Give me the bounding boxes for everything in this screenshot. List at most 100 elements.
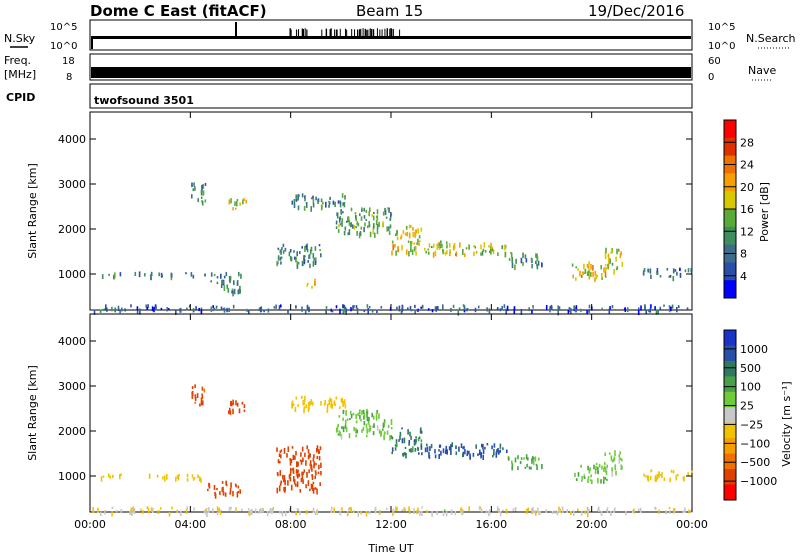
echo-cell bbox=[339, 202, 342, 208]
echo-cell bbox=[243, 404, 246, 408]
echo-cell bbox=[357, 511, 360, 517]
echo-cell bbox=[337, 200, 340, 204]
echo-cell bbox=[414, 232, 416, 238]
echo-cell bbox=[654, 507, 657, 511]
echo-cell bbox=[523, 457, 525, 460]
echo-cell bbox=[688, 509, 690, 514]
echo-cell bbox=[536, 263, 539, 270]
echo-cell bbox=[431, 246, 433, 248]
echo-cell bbox=[220, 306, 223, 311]
echo-cell bbox=[288, 508, 291, 513]
echo-cell bbox=[363, 421, 366, 426]
echo-cell bbox=[177, 474, 180, 481]
echo-cell bbox=[295, 256, 297, 263]
echo-cell bbox=[303, 206, 306, 211]
echo-cell bbox=[577, 268, 579, 271]
echo-cell bbox=[305, 247, 308, 251]
echo-cell bbox=[482, 449, 485, 455]
echo-cell bbox=[643, 473, 645, 477]
echo-cell bbox=[307, 259, 309, 263]
echo-cell bbox=[450, 307, 452, 312]
echo-cell bbox=[342, 400, 345, 406]
echo-cell bbox=[432, 252, 435, 258]
echo-cell bbox=[410, 240, 412, 247]
echo-cell bbox=[687, 472, 689, 476]
echo-cell bbox=[282, 474, 284, 480]
echo-cell bbox=[396, 229, 398, 236]
x-tick-label: 00:00 bbox=[676, 518, 708, 531]
echo-cell bbox=[603, 267, 605, 273]
echo-cell bbox=[367, 308, 369, 314]
echo-cell bbox=[402, 230, 405, 235]
echo-cell bbox=[330, 308, 333, 312]
echo-cell bbox=[541, 464, 543, 470]
echo-cell bbox=[408, 509, 411, 515]
echo-cell bbox=[312, 401, 314, 406]
echo-cell bbox=[439, 243, 442, 248]
echo-cell bbox=[438, 243, 440, 249]
echo-cell bbox=[605, 247, 607, 254]
echo-cell bbox=[473, 245, 475, 248]
echo-cell bbox=[557, 309, 559, 316]
echo-cell bbox=[295, 198, 298, 202]
echo-cell bbox=[434, 250, 437, 257]
echo-cell bbox=[355, 420, 358, 424]
echo-cell bbox=[621, 465, 623, 470]
echo-cell bbox=[355, 414, 357, 420]
echo-cell bbox=[617, 248, 620, 252]
echo-cell bbox=[97, 507, 99, 513]
echo-cell bbox=[296, 261, 299, 266]
echo-cell bbox=[146, 306, 148, 311]
echo-cell bbox=[506, 305, 509, 311]
echo-cell bbox=[303, 469, 306, 473]
echo-cell bbox=[360, 418, 362, 422]
echo-cell bbox=[462, 249, 464, 255]
echo-cell bbox=[304, 246, 306, 252]
echo-cell bbox=[530, 466, 532, 470]
echo-cell bbox=[378, 413, 380, 419]
echo-cell bbox=[415, 436, 417, 439]
echo-cell bbox=[235, 484, 237, 488]
echo-cell bbox=[588, 469, 591, 474]
echo-cell bbox=[312, 253, 315, 259]
echo-cell bbox=[392, 510, 394, 516]
echo-cell bbox=[378, 429, 381, 434]
colorbar-tick-label: −500 bbox=[740, 456, 770, 469]
echo-cell bbox=[309, 488, 311, 492]
echo-cell bbox=[147, 304, 149, 309]
echo-cell bbox=[408, 251, 410, 257]
colorbar-swatch bbox=[724, 360, 736, 377]
echo-cell bbox=[401, 509, 404, 512]
echo-cell bbox=[291, 200, 294, 205]
echo-cell bbox=[111, 306, 113, 312]
echo-cell bbox=[279, 450, 282, 454]
echo-cell bbox=[368, 306, 371, 309]
echo-cell bbox=[213, 485, 216, 490]
echo-cell bbox=[684, 507, 686, 513]
echo-cell bbox=[305, 510, 308, 515]
echo-cell bbox=[419, 428, 422, 434]
echo-cell bbox=[671, 304, 674, 309]
echo-cell bbox=[513, 306, 516, 311]
echo-cell bbox=[216, 511, 219, 516]
echo-cell bbox=[416, 308, 419, 312]
x-tick-label: 16:00 bbox=[475, 518, 507, 531]
echo-cell bbox=[314, 475, 316, 480]
echo-cell bbox=[488, 308, 491, 314]
echo-cell bbox=[302, 457, 304, 463]
echo-cell bbox=[311, 197, 313, 200]
echo-cell bbox=[484, 446, 486, 450]
echo-cell bbox=[440, 450, 442, 456]
echo-cell bbox=[417, 238, 419, 244]
echo-cell bbox=[515, 258, 517, 264]
echo-cell bbox=[355, 216, 357, 222]
echo-cell bbox=[348, 433, 351, 439]
echo-cell bbox=[144, 273, 146, 277]
echo-cell bbox=[426, 443, 428, 447]
echo-cell bbox=[392, 244, 394, 251]
echo-cell bbox=[307, 402, 310, 409]
echo-cell bbox=[401, 427, 403, 430]
echo-cell bbox=[427, 308, 430, 311]
echo-cell bbox=[296, 264, 299, 269]
echo-cell bbox=[211, 508, 214, 514]
